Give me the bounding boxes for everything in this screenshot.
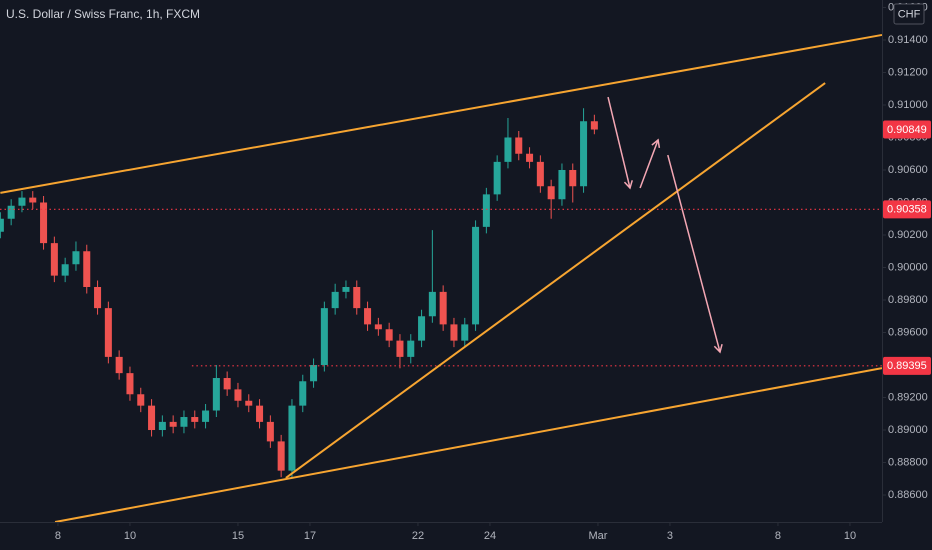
y-tick-label: 0.88800	[888, 456, 928, 468]
candle-body	[385, 329, 393, 341]
candle-body	[331, 291, 339, 309]
candle-body	[364, 308, 372, 325]
candle-body	[7, 205, 15, 219]
y-tick-label: 0.91000	[888, 99, 928, 111]
y-tick-label: 0.91400	[888, 34, 928, 46]
candle-body	[590, 121, 598, 130]
candle-body	[353, 287, 361, 309]
candle-body	[18, 197, 26, 206]
candle-body	[580, 121, 588, 187]
candle-body	[245, 400, 253, 406]
candle-body	[299, 381, 307, 406]
x-tick-label: 8	[775, 530, 781, 542]
candle-body	[504, 137, 512, 162]
candle-body	[472, 226, 480, 325]
candle-body	[374, 324, 382, 330]
candle-body	[83, 251, 91, 288]
chart-title: U.S. Dollar / Swiss Franc, 1h, FXCM	[6, 7, 200, 21]
candle-body	[61, 264, 69, 276]
arrow	[607, 96, 633, 190]
candle-body	[310, 365, 318, 382]
x-tick-label: 3	[667, 530, 673, 542]
x-tick-label: 17	[304, 530, 316, 542]
candle-body	[234, 389, 242, 401]
y-tick-label: 0.91200	[888, 66, 928, 78]
x-tick-label: 24	[484, 530, 496, 542]
candle-body	[202, 410, 210, 422]
candle-body	[428, 291, 436, 317]
x-tick-label: 15	[232, 530, 244, 542]
candle-body	[407, 340, 415, 357]
candle-body	[29, 197, 37, 203]
candle-body	[536, 161, 544, 187]
candle-body	[547, 186, 555, 200]
trend-line	[0, 33, 883, 194]
candle-body	[266, 421, 274, 442]
candle-body	[342, 287, 350, 292]
candle-body	[169, 421, 177, 427]
y-tick-label: 0.90000	[888, 261, 928, 273]
price-tag-label: 0.89395	[887, 360, 927, 372]
candle-body	[72, 251, 80, 265]
y-tick-label: 0.89200	[888, 391, 928, 403]
y-tick-label: 0.90600	[888, 164, 928, 176]
candle-body	[50, 243, 58, 276]
currency-label[interactable]: CHF	[898, 8, 921, 20]
arrow	[639, 138, 661, 189]
price-tag-label: 0.90849	[887, 124, 927, 136]
x-tick-label: 8	[55, 530, 61, 542]
candle-body	[526, 153, 534, 162]
candle-body	[450, 324, 458, 341]
candle-body	[148, 405, 156, 431]
candle-body	[137, 394, 145, 406]
x-tick-label: 22	[412, 530, 424, 542]
candle-body	[569, 169, 577, 187]
candle-body	[493, 161, 501, 195]
y-tick-label: 0.89800	[888, 294, 928, 306]
y-tick-label: 0.88600	[888, 489, 928, 501]
candle-body	[212, 378, 220, 411]
candle-body	[439, 291, 447, 325]
candle-body	[115, 356, 123, 374]
candle-body	[277, 441, 285, 471]
candle-body	[288, 405, 296, 471]
trend-line	[285, 82, 826, 479]
trend-line	[54, 367, 883, 523]
y-tick-label: 0.89600	[888, 326, 928, 338]
currency-box[interactable]	[893, 3, 925, 25]
price-tag	[883, 120, 931, 139]
candle-body	[320, 308, 328, 366]
candle-body	[104, 308, 112, 357]
candle-body	[126, 373, 134, 395]
candle-body	[223, 378, 231, 390]
y-tick-label: 0.89000	[888, 424, 928, 436]
price-tag-label: 0.90358	[887, 204, 927, 216]
candle-body	[558, 169, 566, 200]
price-tag	[883, 200, 931, 219]
candle-body	[256, 405, 264, 422]
candle-body	[515, 137, 523, 154]
arrow	[667, 154, 723, 354]
candle-body	[396, 340, 404, 357]
x-tick-label: 10	[124, 530, 136, 542]
candle-body	[461, 324, 469, 341]
candle-body	[180, 417, 188, 427]
y-tick-label: 0.90200	[888, 229, 928, 241]
x-tick-label: Mar	[588, 530, 607, 542]
price-tag	[883, 356, 931, 375]
candle-body	[158, 421, 166, 431]
candle-body	[94, 287, 102, 309]
candle-body	[418, 316, 426, 341]
candle-body	[40, 202, 48, 244]
candle-body	[482, 194, 490, 227]
candle-body	[191, 417, 199, 422]
candle-body	[0, 218, 4, 232]
x-tick-label: 10	[844, 530, 856, 542]
